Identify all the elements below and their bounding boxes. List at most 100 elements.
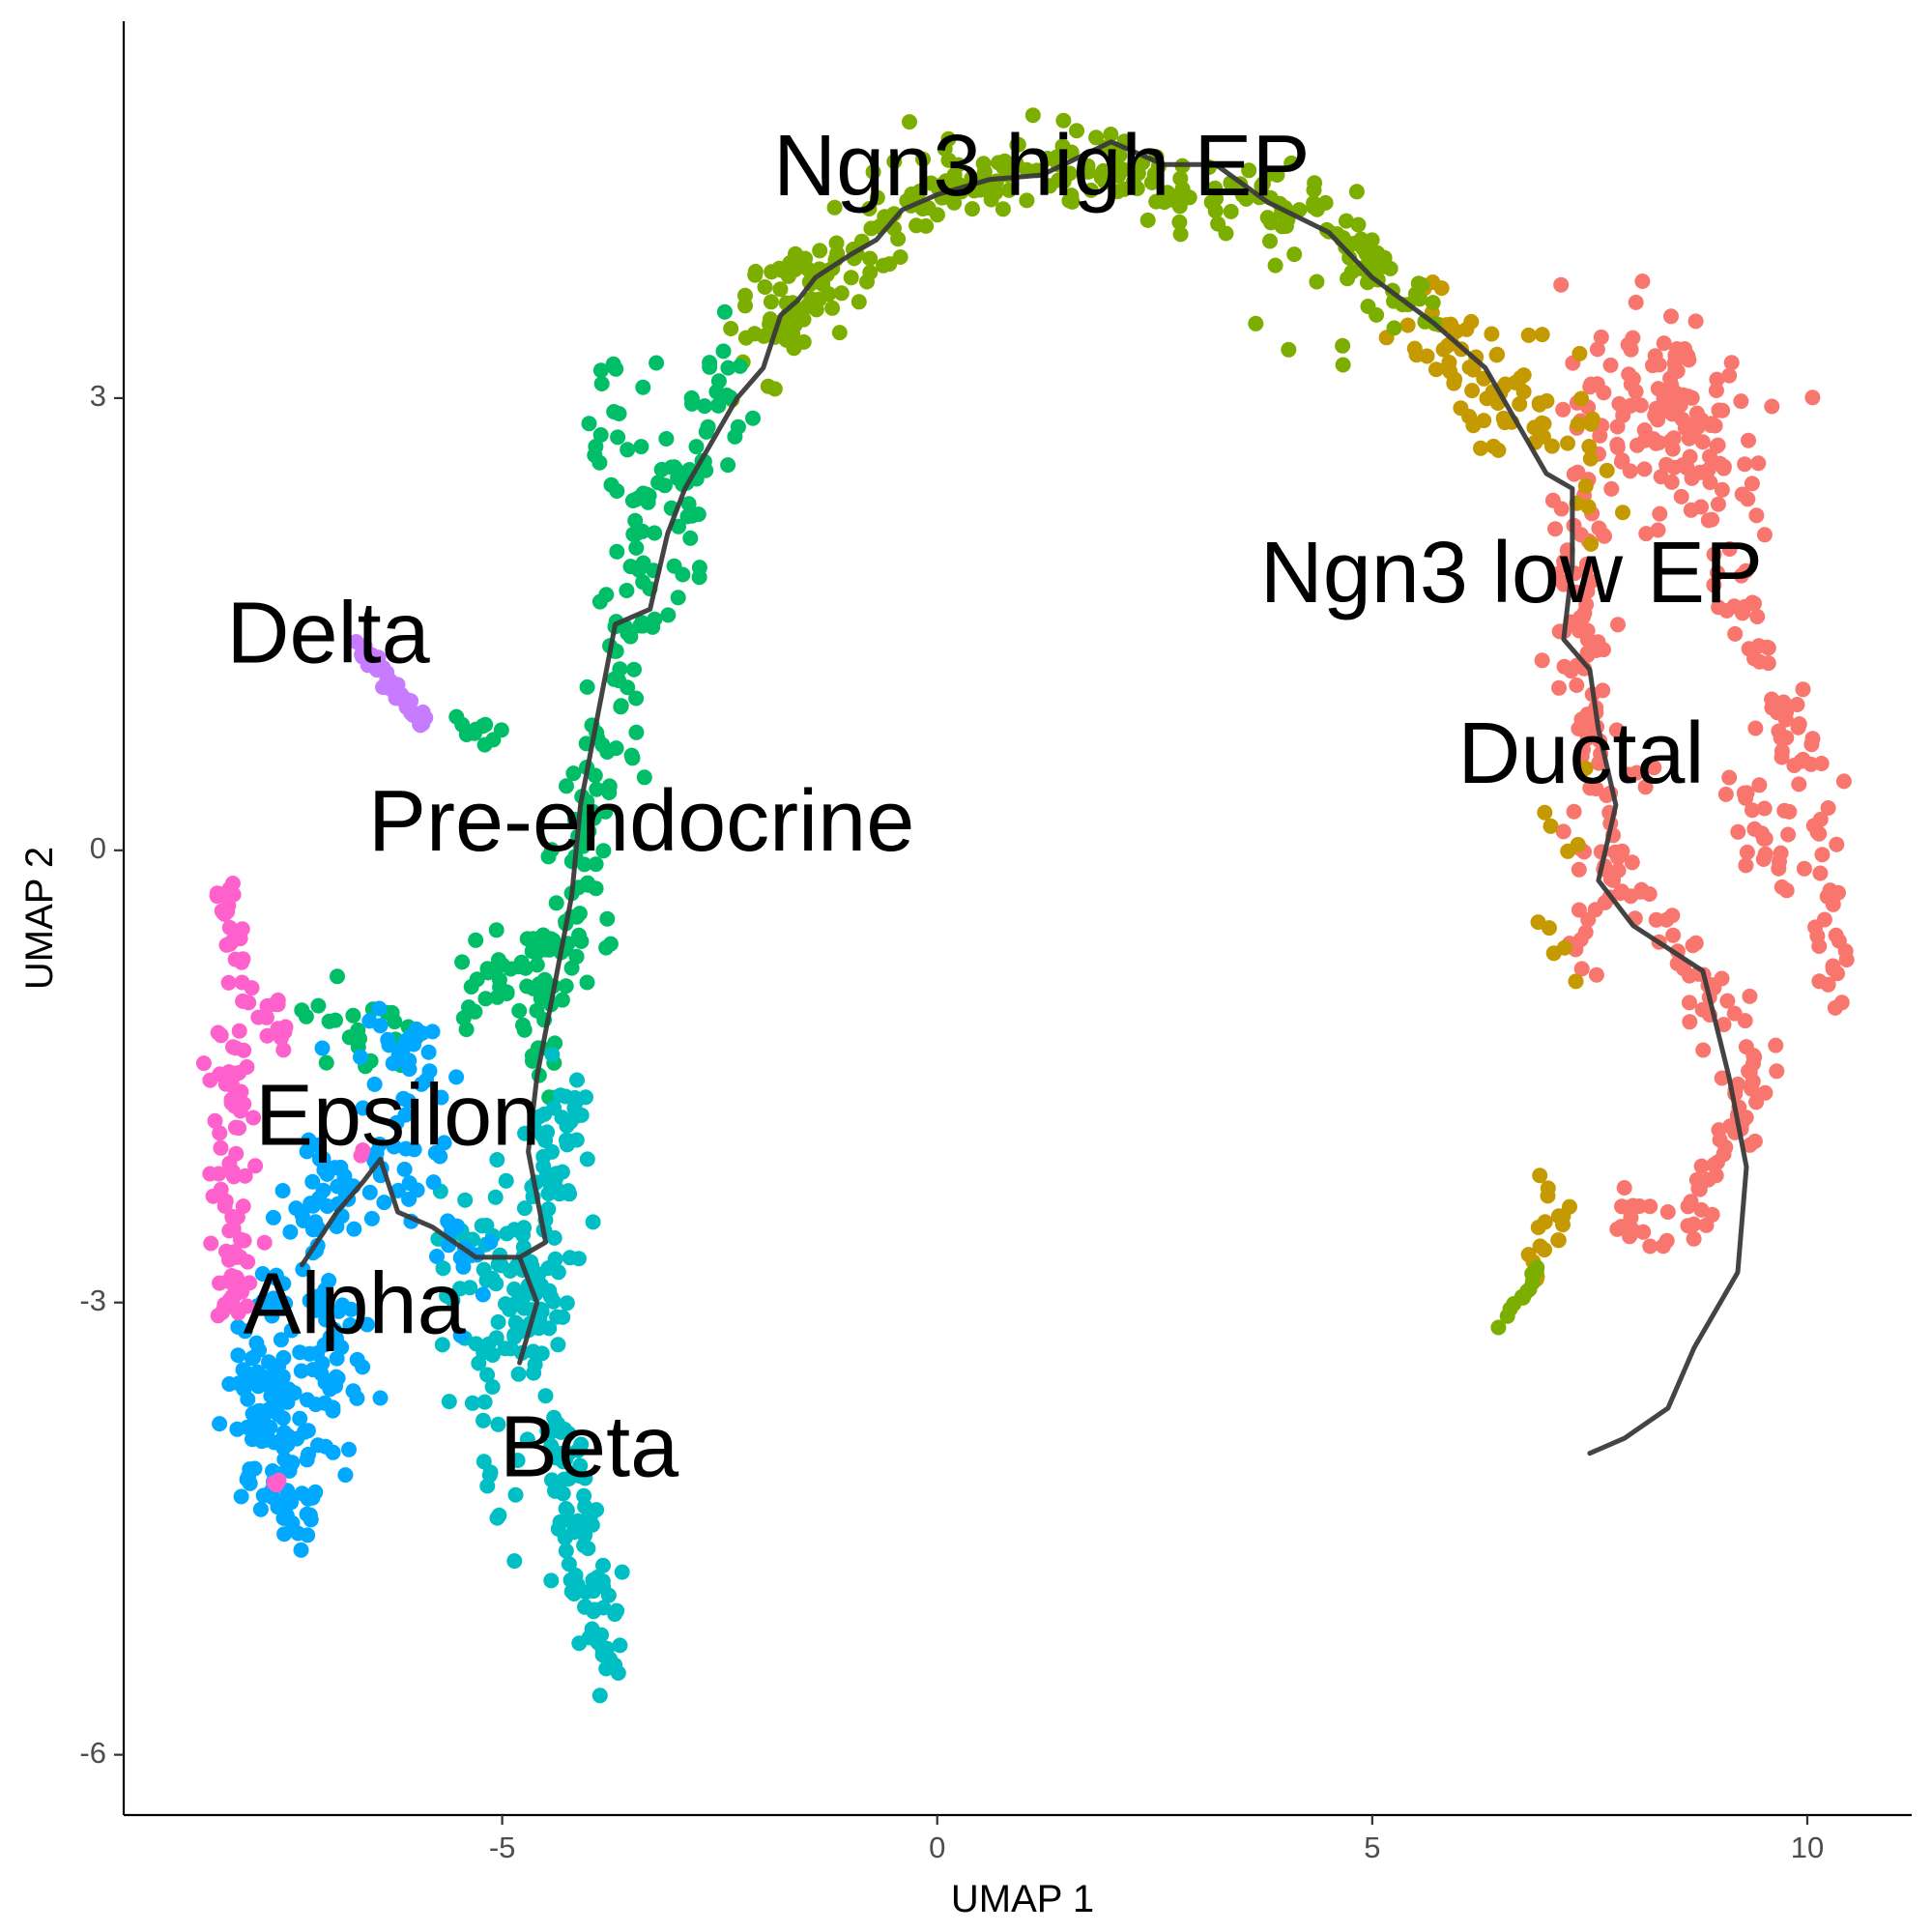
data-point	[996, 153, 1013, 169]
data-point	[479, 961, 496, 977]
data-point	[247, 1158, 264, 1174]
series-alpha	[212, 1000, 499, 1558]
data-point	[1700, 462, 1716, 478]
data-point	[440, 1213, 456, 1229]
data-point	[558, 1448, 574, 1464]
data-point	[1721, 367, 1738, 384]
data-point	[1831, 933, 1847, 949]
data-point	[1309, 274, 1325, 290]
data-point	[1591, 755, 1607, 771]
data-point	[1737, 1013, 1753, 1029]
data-point	[507, 1314, 524, 1331]
data-point	[487, 1189, 504, 1205]
data-point	[559, 778, 574, 794]
data-point	[1682, 1014, 1698, 1030]
data-point	[658, 431, 675, 447]
data-point	[631, 560, 648, 576]
data-point	[1710, 496, 1726, 512]
data-point	[313, 1366, 330, 1382]
data-point	[698, 423, 714, 440]
data-point	[235, 1198, 251, 1215]
data-point	[227, 951, 244, 967]
data-point	[294, 1002, 310, 1019]
data-point	[1704, 511, 1720, 528]
data-point	[221, 1223, 238, 1239]
data-point	[581, 877, 597, 893]
data-point	[1740, 491, 1756, 507]
data-point	[1622, 463, 1638, 479]
data-point	[1741, 432, 1756, 448]
data-point	[1668, 406, 1685, 422]
data-point	[1307, 175, 1323, 191]
data-point	[510, 1366, 527, 1382]
data-point	[457, 1192, 474, 1208]
data-point	[532, 1109, 548, 1125]
data-point	[1716, 1017, 1732, 1033]
y-tick-label: 0	[90, 831, 106, 865]
data-point	[507, 1486, 524, 1503]
data-point	[543, 1438, 560, 1454]
data-point	[1537, 804, 1553, 821]
data-point	[1218, 225, 1234, 242]
data-point	[1159, 185, 1175, 201]
data-point	[718, 388, 735, 403]
cluster-label-epsilon: Epsilon	[255, 1067, 540, 1164]
data-point	[293, 1363, 309, 1379]
data-point	[531, 1320, 547, 1337]
data-point	[772, 281, 789, 298]
data-point	[1435, 341, 1452, 358]
data-point	[1490, 1319, 1507, 1336]
data-point	[265, 1209, 281, 1226]
data-point	[1760, 640, 1776, 656]
data-point	[1425, 295, 1441, 311]
data-point	[1820, 976, 1836, 993]
data-point	[1577, 477, 1594, 494]
data-point	[1536, 416, 1552, 432]
data-point	[1625, 371, 1641, 387]
data-point	[231, 1023, 247, 1039]
data-point	[1572, 932, 1589, 948]
data-point	[588, 439, 604, 454]
data-point	[1686, 1230, 1702, 1247]
data-point	[491, 971, 507, 988]
data-point	[519, 1431, 535, 1448]
data-point	[619, 583, 635, 598]
data-point	[1804, 389, 1821, 406]
data-point	[259, 997, 275, 1014]
data-point	[1241, 162, 1257, 179]
data-point	[579, 974, 595, 991]
data-point	[211, 1166, 227, 1182]
data-point	[1520, 327, 1537, 343]
data-point	[890, 231, 907, 247]
data-point	[1764, 398, 1780, 415]
data-point	[547, 1483, 563, 1499]
data-point	[506, 1553, 523, 1570]
data-point	[570, 1513, 587, 1529]
data-point	[321, 1273, 337, 1288]
data-point	[1341, 249, 1358, 266]
data-point	[720, 457, 736, 474]
data-point	[542, 1288, 559, 1305]
data-point	[1207, 180, 1224, 196]
x-tick-label: 5	[1364, 1831, 1380, 1864]
data-point	[843, 270, 859, 286]
data-point	[1582, 780, 1599, 796]
data-point	[203, 1235, 219, 1252]
data-point	[1583, 535, 1600, 552]
data-point	[812, 243, 828, 259]
data-point	[275, 1042, 292, 1058]
data-point	[213, 1139, 229, 1156]
data-point	[1746, 1133, 1763, 1149]
data-point	[329, 1219, 345, 1234]
data-point	[1768, 1037, 1784, 1053]
data-point	[1607, 844, 1624, 860]
data-point	[1647, 407, 1663, 423]
data-point	[1695, 1042, 1712, 1058]
data-point	[1611, 395, 1628, 412]
data-point	[628, 539, 645, 556]
data-point	[342, 1317, 359, 1333]
data-point	[1812, 865, 1829, 881]
data-point	[275, 1439, 292, 1456]
data-point	[1661, 386, 1678, 402]
data-point	[223, 1095, 240, 1111]
